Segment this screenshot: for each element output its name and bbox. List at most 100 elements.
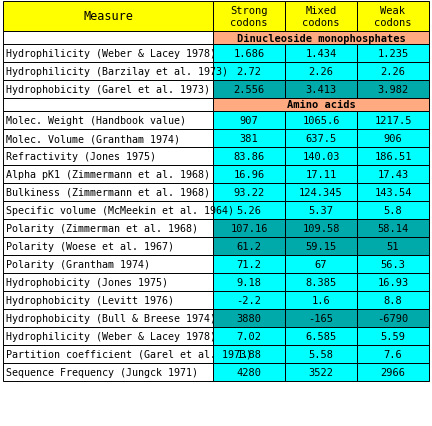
Bar xyxy=(213,327,285,345)
Bar xyxy=(213,184,285,201)
Text: Measure: Measure xyxy=(83,11,133,23)
Bar xyxy=(3,201,213,219)
Text: Dinucleoside monophosphates: Dinucleoside monophosphates xyxy=(237,33,405,43)
Bar xyxy=(285,345,357,363)
Bar xyxy=(3,291,213,309)
Bar xyxy=(357,81,429,99)
Bar xyxy=(213,45,285,63)
Text: Hydrophobicity (Garel et al. 1973): Hydrophobicity (Garel et al. 1973) xyxy=(6,85,210,95)
Bar xyxy=(213,130,285,148)
Bar xyxy=(3,363,213,381)
Bar xyxy=(213,2,285,32)
Bar xyxy=(285,81,357,99)
Bar xyxy=(213,166,285,184)
Bar xyxy=(357,130,429,148)
Text: 7.6: 7.6 xyxy=(384,349,402,359)
Text: 83.86: 83.86 xyxy=(233,152,265,161)
Text: 637.5: 637.5 xyxy=(305,134,337,144)
Text: 1.88: 1.88 xyxy=(236,349,261,359)
Text: Weak
codons: Weak codons xyxy=(374,6,412,28)
Bar xyxy=(3,219,213,237)
Text: 381: 381 xyxy=(240,134,258,144)
Text: 3880: 3880 xyxy=(236,313,261,323)
Text: 51: 51 xyxy=(387,242,399,251)
Text: Mixed
codons: Mixed codons xyxy=(302,6,340,28)
Bar xyxy=(3,327,213,345)
Text: 56.3: 56.3 xyxy=(381,259,406,269)
Bar xyxy=(3,63,213,81)
Text: -165: -165 xyxy=(308,313,334,323)
Bar xyxy=(3,256,213,273)
Bar xyxy=(213,309,285,327)
Text: Amino acids: Amino acids xyxy=(286,100,356,110)
Bar xyxy=(285,201,357,219)
Bar xyxy=(357,219,429,237)
Text: Hydrophobicity (Jones 1975): Hydrophobicity (Jones 1975) xyxy=(6,277,168,287)
Bar xyxy=(285,166,357,184)
Bar xyxy=(213,32,429,45)
Bar xyxy=(285,327,357,345)
Bar xyxy=(213,63,285,81)
Text: Strong
codons: Strong codons xyxy=(230,6,268,28)
Text: 1.434: 1.434 xyxy=(305,49,337,59)
Text: Hydrophilicity (Weber & Lacey 1978): Hydrophilicity (Weber & Lacey 1978) xyxy=(6,331,216,341)
Bar xyxy=(285,273,357,291)
Text: 5.26: 5.26 xyxy=(236,205,261,216)
Bar xyxy=(213,148,285,166)
Bar xyxy=(3,81,213,99)
Bar xyxy=(357,327,429,345)
Bar xyxy=(3,166,213,184)
Text: 17.43: 17.43 xyxy=(378,170,409,180)
Bar xyxy=(3,2,213,32)
Text: 1.6: 1.6 xyxy=(311,295,330,305)
Text: 1217.5: 1217.5 xyxy=(374,116,412,126)
Text: Polarity (Zimmerman et al. 1968): Polarity (Zimmerman et al. 1968) xyxy=(6,224,198,233)
Text: 186.51: 186.51 xyxy=(374,152,412,161)
Text: Molec. Weight (Handbook value): Molec. Weight (Handbook value) xyxy=(6,116,186,126)
Text: Hydrophilicity (Weber & Lacey 1978): Hydrophilicity (Weber & Lacey 1978) xyxy=(6,49,216,59)
Text: 2.556: 2.556 xyxy=(233,85,265,95)
Bar xyxy=(3,112,213,130)
Bar xyxy=(3,237,213,256)
Text: 58.14: 58.14 xyxy=(378,224,409,233)
Text: 61.2: 61.2 xyxy=(236,242,261,251)
Bar xyxy=(285,184,357,201)
Text: 140.03: 140.03 xyxy=(302,152,340,161)
Text: 16.96: 16.96 xyxy=(233,170,265,180)
Bar xyxy=(3,45,213,63)
Bar xyxy=(357,345,429,363)
Text: 67: 67 xyxy=(315,259,327,269)
Text: Alpha pK1 (Zimmermann et al. 1968): Alpha pK1 (Zimmermann et al. 1968) xyxy=(6,170,210,180)
Text: 16.93: 16.93 xyxy=(378,277,409,287)
Bar xyxy=(285,219,357,237)
Bar xyxy=(285,2,357,32)
Text: 4280: 4280 xyxy=(236,367,261,377)
Bar xyxy=(3,345,213,363)
Text: 8.385: 8.385 xyxy=(305,277,337,287)
Text: 59.15: 59.15 xyxy=(305,242,337,251)
Text: Hydrophilicity (Barzilay et al. 1973): Hydrophilicity (Barzilay et al. 1973) xyxy=(6,67,228,77)
Bar xyxy=(213,345,285,363)
Bar xyxy=(285,309,357,327)
Text: 17.11: 17.11 xyxy=(305,170,337,180)
Bar xyxy=(213,291,285,309)
Bar xyxy=(213,81,285,99)
Bar xyxy=(3,148,213,166)
Bar xyxy=(357,363,429,381)
Bar xyxy=(357,148,429,166)
Text: 143.54: 143.54 xyxy=(374,187,412,198)
Bar xyxy=(213,99,429,112)
Text: 109.58: 109.58 xyxy=(302,224,340,233)
Bar xyxy=(285,130,357,148)
Bar xyxy=(285,112,357,130)
Bar xyxy=(357,256,429,273)
Bar xyxy=(357,112,429,130)
Bar xyxy=(357,273,429,291)
Text: 1.235: 1.235 xyxy=(378,49,409,59)
Text: Specific volume (McMeekin et al. 1964): Specific volume (McMeekin et al. 1964) xyxy=(6,205,234,216)
Bar xyxy=(213,201,285,219)
Bar xyxy=(213,256,285,273)
Text: 93.22: 93.22 xyxy=(233,187,265,198)
Bar xyxy=(357,63,429,81)
Bar xyxy=(3,184,213,201)
